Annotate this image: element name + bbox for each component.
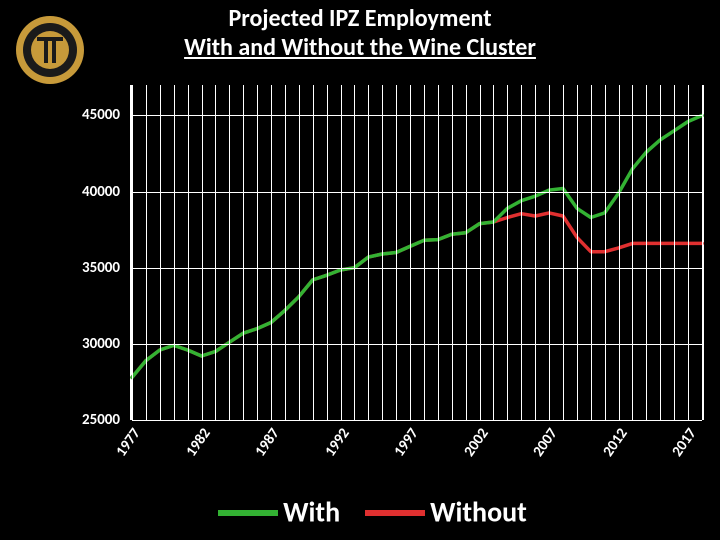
- gridline-v: [549, 85, 550, 420]
- gridline-v: [605, 85, 606, 420]
- gridline-h: [132, 344, 702, 345]
- line-series: [132, 85, 702, 420]
- gridline-v: [271, 85, 272, 420]
- gridline-v: [702, 85, 703, 420]
- gridline-v: [591, 85, 592, 420]
- x-tick-label: 1982: [182, 425, 214, 460]
- gridline-v: [396, 85, 397, 420]
- gridline-h: [132, 115, 702, 116]
- chart-title: Projected IPZ Employment With and Withou…: [0, 5, 720, 63]
- gridline-v: [577, 85, 578, 420]
- gridline-v: [563, 85, 564, 420]
- x-tick-label: 2012: [599, 425, 631, 460]
- title-line-1: Projected IPZ Employment: [228, 4, 491, 33]
- gridline-v: [354, 85, 355, 420]
- gridline-v: [619, 85, 620, 420]
- gridline-v: [202, 85, 203, 420]
- gridline-h: [132, 420, 702, 421]
- x-tick-label: 2002: [460, 425, 492, 460]
- gridline-v: [688, 85, 689, 420]
- legend-label: Without: [430, 495, 527, 530]
- y-tick-label: 45000: [60, 106, 120, 124]
- x-tick-label: 1997: [391, 425, 423, 460]
- gridline-v: [382, 85, 383, 420]
- gridline-v: [257, 85, 258, 420]
- gridline-v: [632, 85, 633, 420]
- gridline-v: [341, 85, 342, 420]
- gridline-v: [480, 85, 481, 420]
- legend-swatch: [218, 510, 278, 516]
- gridline-v: [507, 85, 508, 420]
- gridline-v: [646, 85, 647, 420]
- gridline-h: [132, 192, 702, 193]
- legend: With Without: [0, 492, 720, 530]
- x-tick-label: 1977: [113, 425, 145, 460]
- plot-region: [130, 85, 704, 420]
- y-tick-label: 40000: [60, 183, 120, 201]
- gridline-v: [160, 85, 161, 420]
- gridline-v: [466, 85, 467, 420]
- gridline-v: [285, 85, 286, 420]
- gridline-v: [438, 85, 439, 420]
- gridline-v: [660, 85, 661, 420]
- gridline-v: [132, 85, 133, 420]
- gridline-v: [535, 85, 536, 420]
- title-line-2: With and Without the Wine Cluster: [184, 33, 536, 62]
- gridline-v: [313, 85, 314, 420]
- gridline-v: [424, 85, 425, 420]
- gridline-h: [132, 268, 702, 269]
- gridline-v: [215, 85, 216, 420]
- legend-label: With: [283, 495, 340, 530]
- chart-area: 25000 30000 35000 40000 45000 1977 1982 1987 19…: [60, 85, 700, 460]
- gridline-v: [146, 85, 147, 420]
- gridline-v: [368, 85, 369, 420]
- gridline-v: [493, 85, 494, 420]
- x-tick-label: 1987: [252, 425, 284, 460]
- legend-swatch: [365, 510, 425, 516]
- gridline-v: [521, 85, 522, 420]
- series-without: [132, 213, 702, 378]
- gridline-v: [327, 85, 328, 420]
- gridline-v: [299, 85, 300, 420]
- gridline-v: [452, 85, 453, 420]
- y-tick-label: 30000: [60, 335, 120, 353]
- gridline-v: [243, 85, 244, 420]
- slide: Projected IPZ Employment With and Withou…: [0, 0, 720, 540]
- y-tick-label: 25000: [60, 411, 120, 429]
- gridline-v: [674, 85, 675, 420]
- y-tick-label: 35000: [60, 259, 120, 277]
- gridline-v: [229, 85, 230, 420]
- gridline-v: [410, 85, 411, 420]
- x-tick-label: 2007: [530, 425, 562, 460]
- gridline-v: [188, 85, 189, 420]
- x-tick-label: 2017: [669, 425, 701, 460]
- series-with: [132, 116, 702, 378]
- x-tick-label: 1992: [321, 425, 353, 460]
- gridline-v: [174, 85, 175, 420]
